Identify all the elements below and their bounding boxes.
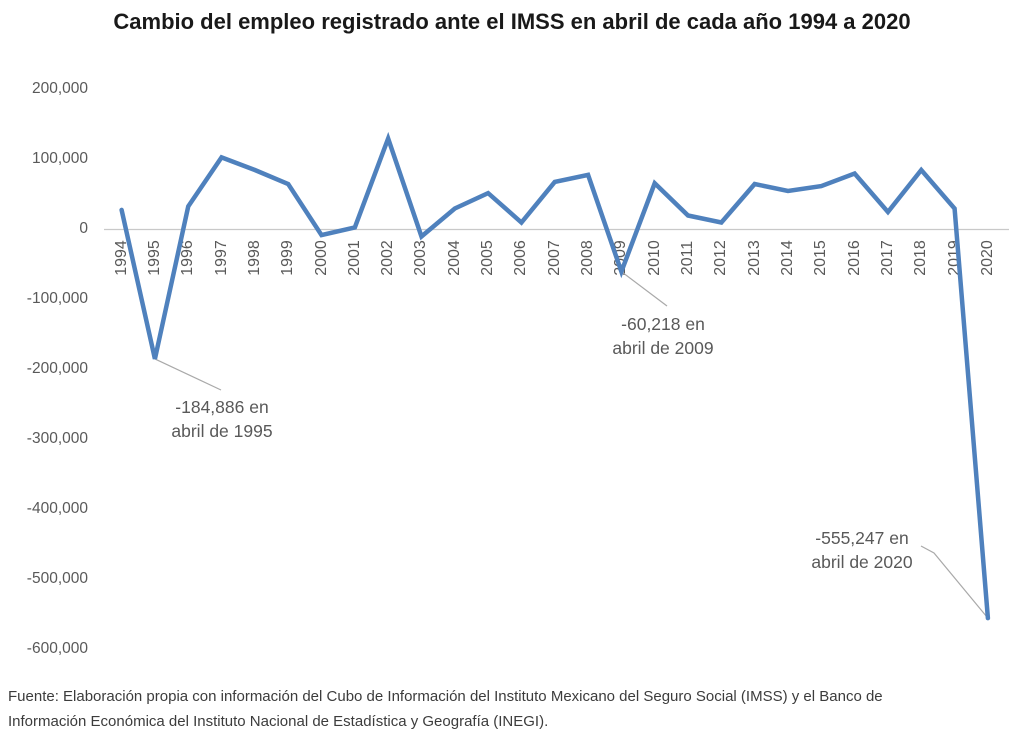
annotation-date-line: abril de 2009 xyxy=(612,338,714,358)
annotation-date-line: abril de 1995 xyxy=(171,421,273,441)
y-tick-label: 100,000 xyxy=(31,149,88,167)
annotation-leader-line xyxy=(920,545,989,619)
annotation-2020: -555,247 en abril de 2020 xyxy=(767,526,957,574)
y-tick-label: -600,000 xyxy=(26,639,88,657)
employment-change-line xyxy=(119,131,991,621)
annotation-value-line: -184,886 en xyxy=(175,397,269,417)
annotation-value-line: -555,247 en xyxy=(815,528,909,548)
annotation-date-line: abril de 2020 xyxy=(811,552,913,572)
y-tick-label: -200,000 xyxy=(26,359,88,377)
y-tick-label: -100,000 xyxy=(26,289,88,307)
source-note-line-1: Fuente: Elaboración propia con informaci… xyxy=(8,688,883,705)
annotation-leader-line xyxy=(154,358,222,391)
y-tick-label: 0 xyxy=(79,219,88,237)
source-note-line-2: Información Económica del Instituto Naci… xyxy=(8,713,549,730)
source-note: Fuente: Elaboración propia con informaci… xyxy=(8,684,1016,734)
y-tick-label: -500,000 xyxy=(26,569,88,587)
chart-title: Cambio del empleo registrado ante el IMS… xyxy=(113,9,911,34)
y-tick-label: -400,000 xyxy=(26,499,88,517)
annotation-1995: -184,886 en abril de 1995 xyxy=(127,395,317,443)
annotation-leader-line xyxy=(621,271,668,307)
y-tick-label: -300,000 xyxy=(26,429,88,447)
annotation-2009: -60,218 en abril de 2009 xyxy=(568,312,758,360)
y-tick-label: 200,000 xyxy=(31,79,88,97)
annotation-value-line: -60,218 en xyxy=(621,314,705,334)
